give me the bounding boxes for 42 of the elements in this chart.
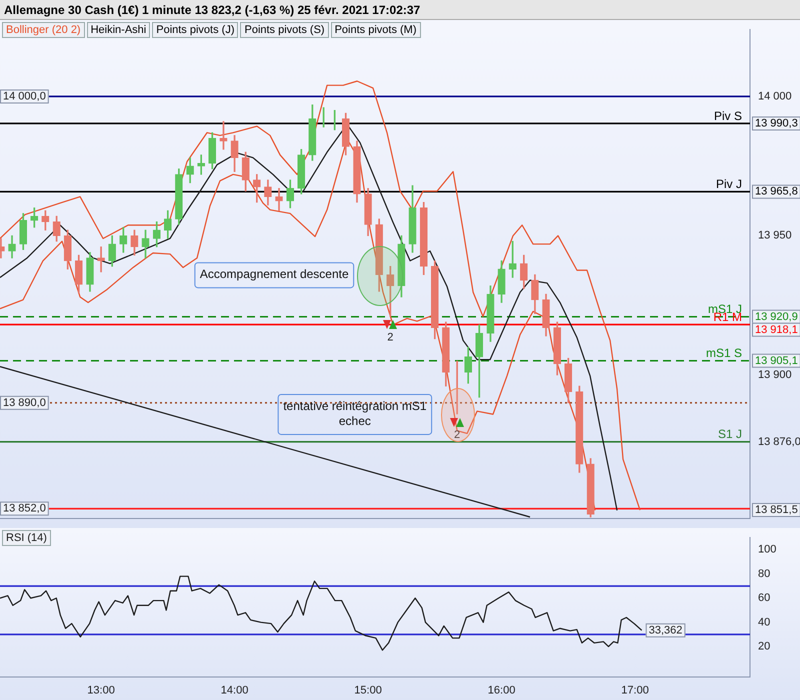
candlestick xyxy=(220,121,228,150)
ref-line-label: Piv J xyxy=(716,177,742,192)
text: RSI (14) xyxy=(2,530,51,546)
annotation: Heikin-Ashi xyxy=(86,22,150,38)
annotation: 33,362 xyxy=(648,624,682,636)
x-tick-label: 13:00 xyxy=(87,684,115,696)
y-tick-label: 13 990,3 xyxy=(755,117,798,130)
text: Bollinger (20 2) xyxy=(2,22,85,38)
annotation: 13 852,0 xyxy=(3,502,46,515)
ref-line-label: Piv S xyxy=(714,108,742,123)
y-tick-label: 100 xyxy=(758,544,776,556)
x-tick-label: 17:00 xyxy=(621,684,649,696)
x-tick-label: 14:00 xyxy=(220,684,248,696)
annotation: 14 000,0 xyxy=(3,90,46,102)
y-tick-label: 13 876,0 xyxy=(758,436,800,448)
annotation: 13 890,0 xyxy=(3,396,46,409)
y-tick-label: 13 900 xyxy=(758,368,792,381)
y-tick-label: 60 xyxy=(758,592,770,604)
y-tick-label: 14 000 xyxy=(758,90,792,102)
y-tick-label: 80 xyxy=(758,568,770,580)
annotation: 2 xyxy=(454,428,460,441)
annotation: Points pivots (S) xyxy=(240,22,329,38)
candlestick xyxy=(275,188,283,211)
y-tick-label: 13 851,5 xyxy=(755,504,798,516)
candlestick xyxy=(97,246,105,272)
annotation: Points pivots (M) xyxy=(330,22,420,38)
annotation: Accompagnement descente xyxy=(200,267,349,282)
y-tick-label: 13 918,1 xyxy=(755,324,798,336)
ref-line-label: S1 J xyxy=(718,427,742,442)
y-tick-label: 13 920,9 xyxy=(755,310,798,323)
y-tick-label: 20 xyxy=(758,640,770,653)
annotation: 2 xyxy=(387,332,394,344)
x-tick-label: 15:00 xyxy=(354,684,382,696)
annotation: tentative réintégration mS1 echec xyxy=(283,398,427,428)
x-tick-label: 16:00 xyxy=(488,684,516,696)
y-tick-label: 13 905,1 xyxy=(755,354,798,367)
y-tick-label: 13 950 xyxy=(758,230,792,242)
annotation: Points pivots (J) xyxy=(152,22,238,38)
chart-title: Allemagne 30 Cash (1€) 1 minute 13 823,2 (-1,63 %) 25 févr. 2021 17:02:37 xyxy=(0,0,800,20)
y-tick-label: 13 965,8 xyxy=(755,186,798,198)
ref-line-label: mS1 S xyxy=(706,346,742,360)
y-tick-label: 40 xyxy=(758,616,770,628)
